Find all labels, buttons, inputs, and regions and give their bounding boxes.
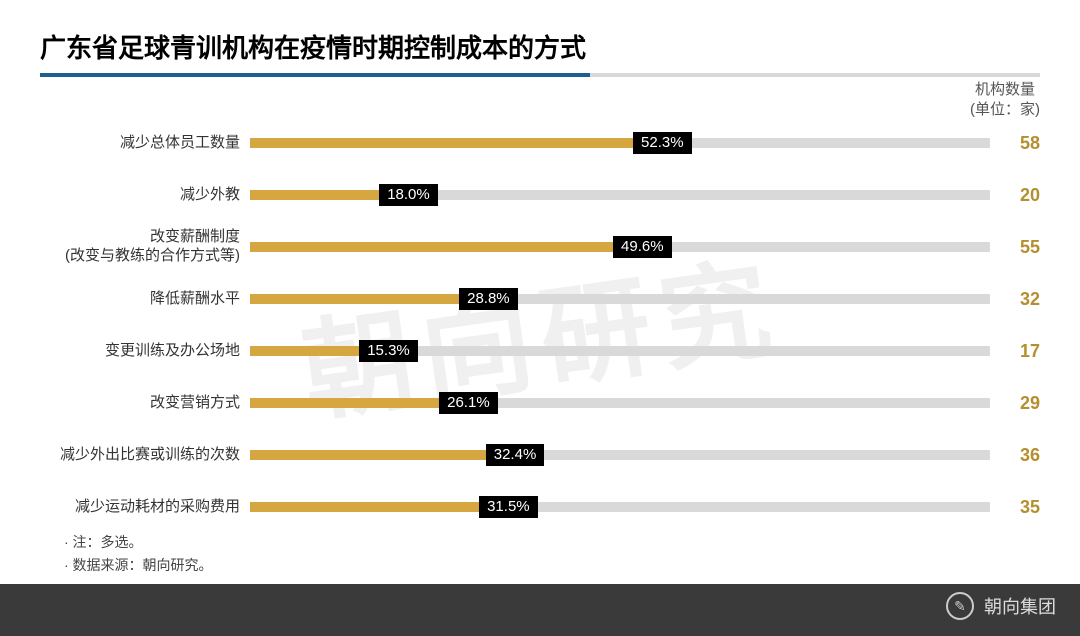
pct-badge: 28.8%: [459, 288, 518, 310]
pct-badge: 26.1%: [439, 392, 498, 414]
bar-fill: [250, 294, 463, 304]
row-label: 改变营销方式: [40, 394, 250, 413]
brand-icon: ✎: [946, 592, 974, 620]
bar-fill: [250, 138, 637, 148]
row-count: 20: [990, 185, 1040, 206]
row-count: 29: [990, 393, 1040, 414]
footer-strip: [0, 584, 1080, 636]
footnotes: · 注：多选。 · 数据来源：朝向研究。: [64, 531, 213, 576]
row-count: 36: [990, 445, 1040, 466]
row-label: 减少外出比赛或训练的次数: [40, 446, 250, 465]
bar-fill: [250, 398, 443, 408]
row-label: 减少总体员工数量: [40, 134, 250, 153]
bar-area: 31.5%: [250, 500, 990, 514]
bar-fill: [250, 242, 617, 252]
row-count: 17: [990, 341, 1040, 362]
row-count: 32: [990, 289, 1040, 310]
chart-row: 减少外出比赛或训练的次数32.4%36: [40, 429, 1040, 481]
chart-row: 降低薪酬水平28.8%32: [40, 273, 1040, 325]
bar-area: 26.1%: [250, 396, 990, 410]
chart-row: 改变薪酬制度(改变与教练的合作方式等)49.6%55: [40, 221, 1040, 273]
pct-badge: 32.4%: [486, 444, 545, 466]
row-label: 改变薪酬制度(改变与教练的合作方式等): [40, 228, 250, 266]
pct-badge: 18.0%: [379, 184, 438, 206]
row-label: 变更训练及办公场地: [40, 342, 250, 361]
chart-row: 减少运动耗材的采购费用31.5%35: [40, 481, 1040, 533]
chart-row: 减少总体员工数量52.3%58: [40, 117, 1040, 169]
row-label: 减少外教: [40, 186, 250, 205]
chart-row: 变更训练及办公场地15.3%17: [40, 325, 1040, 377]
bar-chart: 减少总体员工数量52.3%58减少外教18.0%20改变薪酬制度(改变与教练的合…: [0, 77, 1080, 533]
brand-text: 朝向集团: [984, 593, 1056, 619]
bar-area: 49.6%: [250, 240, 990, 254]
row-label: 降低薪酬水平: [40, 290, 250, 309]
chart-row: 减少外教18.0%20: [40, 169, 1040, 221]
title-block: 广东省足球青训机构在疫情时期控制成本的方式: [0, 0, 1080, 77]
pct-badge: 52.3%: [633, 132, 692, 154]
bar-area: 15.3%: [250, 344, 990, 358]
footnote-1: · 注：多选。: [64, 531, 213, 553]
row-count: 35: [990, 497, 1040, 518]
bar-area: 18.0%: [250, 188, 990, 202]
bar-area: 32.4%: [250, 448, 990, 462]
pct-badge: 31.5%: [479, 496, 538, 518]
pct-badge: 15.3%: [359, 340, 418, 362]
chart-row: 改变营销方式26.1%29: [40, 377, 1040, 429]
bar-fill: [250, 190, 383, 200]
footer-brand: ✎ 朝向集团: [946, 592, 1056, 620]
pct-badge: 49.6%: [613, 236, 672, 258]
row-label: 减少运动耗材的采购费用: [40, 498, 250, 517]
row-count: 55: [990, 237, 1040, 258]
page-title: 广东省足球青训机构在疫情时期控制成本的方式: [40, 28, 1040, 73]
bar-fill: [250, 450, 490, 460]
bar-fill: [250, 502, 483, 512]
row-count: 58: [990, 133, 1040, 154]
bar-area: 28.8%: [250, 292, 990, 306]
footnote-2: · 数据来源：朝向研究。: [64, 554, 213, 576]
bar-fill: [250, 346, 363, 356]
bar-area: 52.3%: [250, 136, 990, 150]
